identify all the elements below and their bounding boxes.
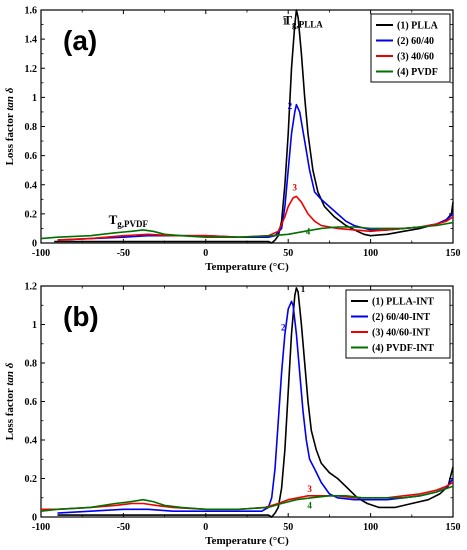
y-tick-label: 0.4 [25,436,38,447]
legend-entry: (2) 60/40 [397,36,434,47]
series-line-2 [57,300,454,514]
x-tick-label: -50 [117,248,130,259]
series-number-label: 2 [281,322,286,332]
series-line-4 [40,221,454,240]
y-tick-label: 0.2 [25,209,38,220]
panel-label: (a) [63,25,97,56]
tg-annotation-main: T [283,13,292,28]
y-tick-label: 0 [32,513,37,524]
legend: (1) PLLA-INT (2) 60/40-INT (3) 40/60-INT (4… [345,289,451,359]
x-tick-label: 150 [446,248,461,259]
y-tick-label: 0.8 [25,122,38,133]
x-tick-label: -100 [32,248,50,259]
y-axis-label: Loss factor tan δ [4,87,16,165]
x-tick-label: 50 [283,522,293,533]
y-axis-label-symbol: tan δ [4,87,16,110]
legend-entry: (1) PLLA-INT [372,297,434,308]
y-tick-label: 0.6 [25,151,38,162]
x-tick-label: 0 [203,522,208,533]
legend-entry: (1) PLLA [397,21,439,32]
x-tick-label: 100 [363,248,378,259]
tg-annotation: Tg,PLLA [283,13,323,30]
y-tick-label: 0.6 [25,397,38,408]
series-line-1 [54,9,454,244]
y-tick-label: 0.4 [25,180,38,191]
x-tick-label: 150 [446,522,461,533]
y-tick-label: 1.2 [25,282,38,293]
x-tick-label: 100 [363,522,378,533]
legend-entry: (3) 40/60 [397,52,434,63]
series-line-1 [57,287,454,518]
y-tick-label: 1.6 [25,6,38,17]
legend-entry: (2) 60/40-INT [372,312,430,323]
series-number-label: 3 [307,484,312,494]
tg-annotation-subscript: g,PVDF [117,219,148,229]
legend: (1) PLLA (2) 60/40 (3) 40/60 (4) PVDF [370,13,451,83]
series-number-label: 3 [293,183,298,193]
chart-panel-b: 0 0.2 0.4 0.6 0.8 1 1.2 -100 -50 0 50 100 150 Tempera… [4,282,461,548]
tg-annotation-subscript: g,PLLA [292,20,323,30]
legend-entry: (4) PVDF-INT [372,343,434,354]
series-number-label: 1 [283,17,288,27]
y-axis-label-prefix: Loss factor [4,111,16,166]
series-number-label: 4 [306,226,311,236]
legend-entry: (4) PVDF [397,67,438,78]
series-line-4 [40,485,454,512]
x-axis-label: Temperature (°C) [205,535,289,547]
x-axis-label: Temperature (°C) [205,261,289,273]
tg-annotation-main: T [109,212,118,227]
y-axis-label-prefix: Loss factor [4,386,16,441]
series-number-label: 1 [301,284,306,294]
x-tick-label: -100 [32,522,50,533]
series-number-label: 4 [307,500,312,510]
x-tick-label: 0 [203,248,208,259]
y-tick-label: 1.2 [25,64,38,75]
chart-panel-a: 0 0.2 0.4 0.6 0.8 1 1.2 1.4 1.6 -100 -50 0 50 100 150 T… [4,6,461,274]
y-tick-label: 0.8 [25,359,38,370]
y-tick-label: 0 [32,239,37,250]
y-tick-label: 1 [32,93,37,104]
tg-annotation: Tg,PVDF [109,212,149,229]
y-tick-label: 1 [32,320,37,331]
y-axis-label: Loss factor tan δ [4,362,16,440]
x-tick-label: -50 [117,522,130,533]
y-axis-label-symbol: tan δ [4,362,16,385]
x-tick-label: 50 [283,248,293,259]
legend-entry: (3) 40/60-INT [372,328,430,339]
series-line-3 [41,481,454,511]
series-number-label: 2 [288,101,293,111]
y-tick-label: 1.4 [25,35,38,46]
y-tick-label: 0.2 [25,474,38,485]
panel-label: (b) [63,301,99,332]
